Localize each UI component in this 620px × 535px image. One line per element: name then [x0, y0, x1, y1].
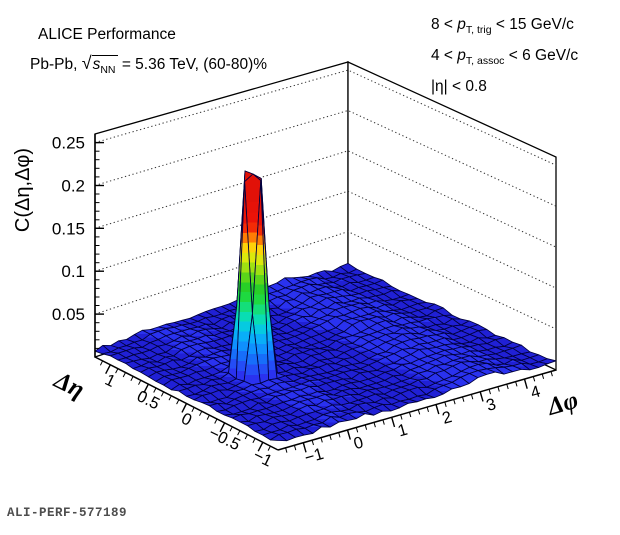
trig-sub: T, trig — [465, 24, 492, 37]
assoc-pre: 4 < — [431, 47, 458, 65]
z-axis-title: C(Δη,Δφ) — [12, 147, 34, 233]
trig-pre: 8 < — [431, 16, 458, 33]
sqrt-overline: sNN — [91, 55, 118, 77]
wall-gridlines — [94, 69, 557, 330]
svg-text:0.05: 0.05 — [52, 305, 85, 324]
collision-system-label: Pb-Pb, √sNN = 5.36 TeV, (60-80)% — [30, 49, 267, 84]
surface-mesh — [94, 170, 557, 442]
assoc-pt-cut: 4 < pT, assoc < 6 GeV/c — [431, 43, 578, 74]
alice-performance-text: ALICE Performance — [38, 26, 176, 43]
system-suffix: = 5.36 TeV, (60-80)% — [117, 56, 268, 73]
experiment-label-block: ALICE Performance Pb-Pb, √sNN = 5.36 TeV… — [30, 21, 267, 84]
svg-text:Δη: Δη — [49, 366, 88, 404]
svg-text:0: 0 — [178, 410, 194, 430]
axes — [94, 134, 557, 453]
svg-text:1: 1 — [102, 371, 118, 391]
alice-performance-label: ALICE Performance — [38, 21, 267, 49]
svg-text:−1: −1 — [250, 446, 275, 470]
system-prefix: Pb-Pb, — [30, 56, 82, 73]
sqrt-s: s — [92, 56, 101, 73]
sqrt-s-subscript: NN — [100, 64, 116, 77]
assoc-p: p — [457, 47, 466, 65]
figure-id-watermark: ALI-PERF-577189 — [7, 506, 128, 520]
svg-text:0.15: 0.15 — [52, 219, 85, 238]
svg-text:0.5: 0.5 — [134, 387, 163, 413]
svg-text:−0.5: −0.5 — [206, 424, 243, 454]
svg-text:4: 4 — [529, 382, 543, 402]
svg-text:2: 2 — [440, 408, 454, 428]
svg-text:1: 1 — [396, 421, 410, 441]
svg-text:Δφ: Δφ — [544, 387, 582, 422]
svg-text:0.1: 0.1 — [61, 262, 85, 281]
trigger-pt-cut: 8 < pT, trig < 15 GeV/c — [431, 12, 578, 43]
svg-text:0.25: 0.25 — [52, 134, 85, 153]
svg-text:−1: −1 — [303, 445, 326, 467]
assoc-post: < 6 GeV/c — [504, 47, 579, 65]
kinematic-cuts-block: 8 < pT, trig < 15 GeV/c 4 < pT, assoc < … — [431, 12, 578, 99]
svg-text:0: 0 — [352, 433, 366, 453]
svg-text:0.2: 0.2 — [61, 177, 85, 196]
svg-text:3: 3 — [484, 395, 498, 415]
assoc-sub: T, assoc — [465, 55, 505, 68]
sqrt-symbol: √ — [81, 53, 92, 73]
trig-p: p — [457, 16, 466, 33]
trig-post: < 15 GeV/c — [491, 16, 574, 33]
eta-acceptance-cut: |η| < 0.8 — [431, 78, 487, 96]
